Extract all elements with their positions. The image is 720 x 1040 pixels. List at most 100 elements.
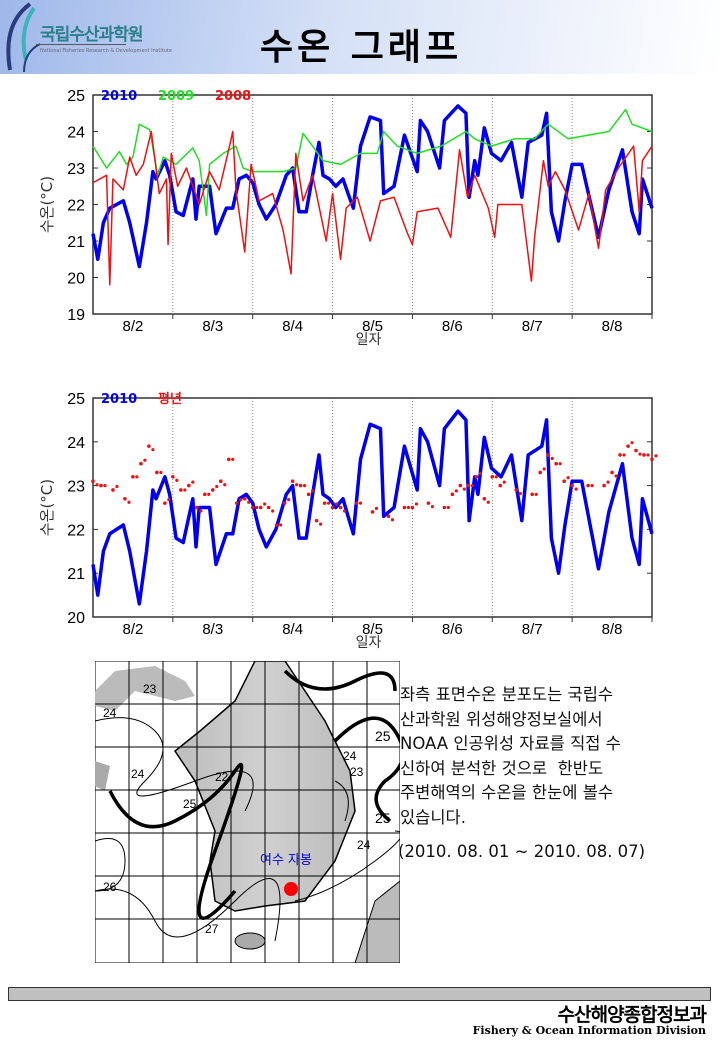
data-point-평년 — [210, 488, 215, 492]
data-point-평년 — [642, 453, 646, 457]
data-point-평년 — [430, 505, 434, 509]
data-point-평년 — [466, 483, 471, 488]
contour-label: 23 — [350, 765, 364, 779]
series-2010-line — [91, 409, 654, 606]
data-point-평년 — [183, 488, 187, 492]
data-point-평년 — [330, 505, 335, 510]
data-point-평년 — [390, 518, 395, 522]
data-point-평년 — [159, 470, 163, 475]
data-point-평년 — [370, 510, 375, 514]
data-point-평년 — [502, 480, 506, 484]
land-jeju — [234, 932, 266, 950]
data-point-평년 — [574, 487, 578, 491]
x-tick-label: 8/2 — [122, 318, 143, 335]
x-axis-label: 일자 — [356, 332, 382, 348]
data-point-평년 — [231, 457, 235, 461]
data-point-평년 — [458, 483, 463, 488]
data-point-평년 — [490, 475, 495, 479]
data-point-평년 — [606, 480, 610, 484]
data-point-평년 — [318, 522, 323, 526]
data-point-평년 — [450, 492, 455, 497]
y-tick-label: 21 — [67, 566, 85, 583]
data-point-평년 — [518, 491, 522, 496]
data-point-평년 — [406, 505, 411, 510]
land-china — [95, 666, 195, 711]
data-point-평년 — [298, 483, 303, 488]
sst-map: 23 24 24 22 25 26 27 24 23 25 25 24 여수 자… — [95, 661, 400, 963]
page-title: 수온 그래프 — [260, 27, 463, 68]
y-tick-label: 25 — [67, 391, 85, 408]
data-point-평년 — [470, 484, 474, 488]
data-point-평년 — [570, 483, 574, 488]
y-tick-label: 20 — [67, 271, 85, 288]
data-point-평년 — [239, 498, 243, 502]
x-tick-label: 8/3 — [202, 318, 223, 335]
data-point-평년 — [610, 470, 614, 475]
data-point-평년 — [486, 500, 490, 504]
data-point-평년 — [546, 453, 550, 457]
data-point-평년 — [171, 475, 175, 479]
data-point-평년 — [386, 514, 391, 519]
data-point-평년 — [462, 487, 466, 491]
x-tick-label: 8/7 — [522, 318, 543, 335]
data-point-평년 — [474, 475, 479, 479]
data-point-평년 — [426, 501, 431, 505]
data-point-평년 — [151, 448, 155, 452]
series-2008-line — [92, 130, 653, 286]
x-tick-label: 8/3 — [202, 621, 223, 638]
x-tick-label: 8/8 — [602, 621, 623, 638]
y-tick-label: 22 — [67, 198, 85, 215]
x-axis-label: 일자 — [356, 635, 382, 651]
data-point-평년 — [334, 502, 339, 506]
data-point-평년 — [618, 453, 622, 457]
station-marker[interactable] — [284, 882, 298, 896]
land-shandong — [95, 761, 110, 791]
description-line: 주변해역의 수온을 한눈에 볼수 — [400, 783, 614, 802]
data-point-평년 — [258, 505, 263, 510]
description-text: 좌측 표면수온 분포도는 국립수 산과학원 위성해양정보실에서 NOAA 인공위성 … — [400, 683, 621, 830]
data-point-평년 — [550, 456, 554, 461]
data-point-평년 — [402, 505, 407, 510]
data-point-평년 — [626, 444, 630, 448]
data-point-평년 — [498, 483, 503, 488]
data-point-평년 — [282, 501, 287, 505]
data-point-평년 — [91, 479, 95, 484]
data-point-평년 — [542, 467, 546, 471]
x-tick-label: 8/6 — [442, 621, 463, 638]
data-point-평년 — [274, 523, 279, 527]
x-tick-label: 8/4 — [282, 621, 303, 638]
x-tick-label: 8/7 — [522, 621, 543, 638]
y-axis-label: 수온(°C) — [38, 176, 56, 233]
x-tick-label: 8/6 — [442, 318, 463, 335]
data-point-평년 — [207, 492, 211, 496]
x-tick-label: 8/8 — [602, 318, 623, 335]
data-point-평년 — [271, 509, 275, 513]
data-point-평년 — [226, 457, 231, 462]
data-point-평년 — [290, 479, 295, 484]
footer-org-english: Fishery & Ocean Information Division — [472, 1024, 706, 1037]
series-2010-line — [91, 104, 654, 269]
land-japan — [354, 880, 400, 963]
data-point-평년 — [223, 483, 227, 487]
contour-label: 24 — [343, 749, 357, 763]
data-point-평년 — [175, 478, 179, 482]
data-point-평년 — [111, 488, 115, 492]
x-tick-label: 8/4 — [282, 318, 303, 335]
description-line: 있습니다. — [400, 807, 466, 827]
data-point-평년 — [250, 505, 255, 510]
description-line: 좌측 표면수온 분포도는 국립수 — [400, 685, 614, 704]
y-tick-label: 21 — [67, 234, 85, 251]
period-text: (2010. 08. 01 ~ 2010. 08. 07) — [398, 842, 646, 861]
data-point-평년 — [326, 501, 331, 505]
data-point-평년 — [199, 509, 203, 513]
description-line: NOAA 인공위성 자료를 직접 수 — [400, 734, 621, 753]
logo-text: 국립수산과학원 — [40, 25, 143, 45]
legend-entry: 2009 — [158, 89, 194, 104]
data-point-평년 — [266, 505, 271, 510]
contour-lines — [95, 717, 400, 942]
data-point-평년 — [602, 483, 606, 488]
data-point-평년 — [147, 444, 151, 448]
legend-entry: 평년 — [158, 391, 182, 407]
header-banner: 국립수산과학원 National Fisheries Research & De… — [0, 0, 720, 74]
data-point-평년 — [218, 479, 223, 484]
